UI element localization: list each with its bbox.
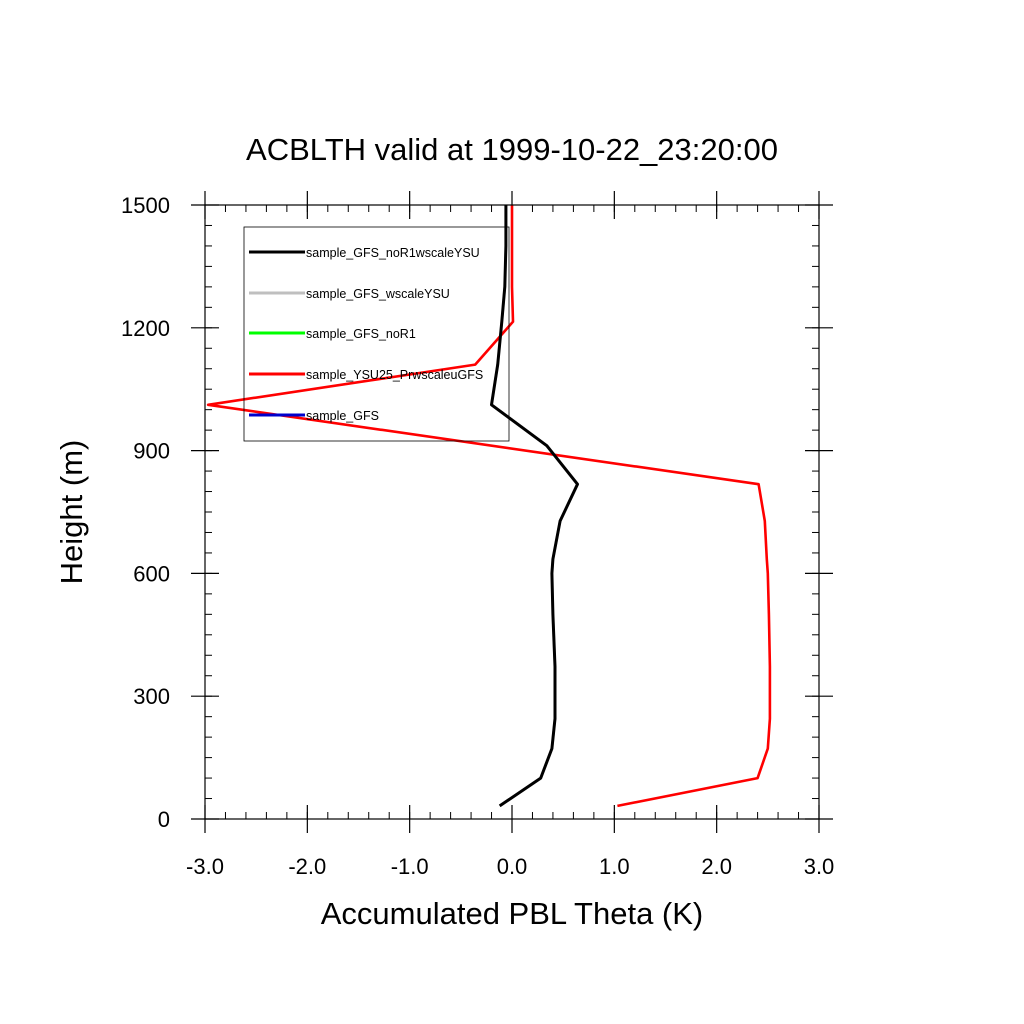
y-tick-label: 1200 — [121, 316, 170, 341]
legend-label: sample_GFS_wscaleYSU — [306, 287, 450, 301]
x-tick-label: -2.0 — [288, 854, 326, 879]
x-tick-label: 0.0 — [497, 854, 528, 879]
y-tick-label: 600 — [133, 561, 170, 586]
legend: sample_GFS_noR1wscaleYSU sample_GFS_wscal… — [243, 226, 510, 442]
legend-label: sample_GFS_noR1 — [306, 327, 416, 341]
x-tick-label: 2.0 — [701, 854, 732, 879]
x-tick-labels: -3.0 -2.0 -1.0 0.0 1.0 2.0 3.0 — [186, 854, 834, 879]
x-tick-label: 1.0 — [599, 854, 630, 879]
y-tick-label: 0 — [158, 807, 170, 832]
series-line-4 — [206, 205, 772, 808]
x-axis-title: Accumulated PBL Theta (K) — [321, 896, 704, 931]
legend-label: sample_YSU25_PrwscaleuGFS — [306, 368, 483, 382]
x-tick-label: -3.0 — [186, 854, 224, 879]
y-axis-title: Height (m) — [54, 440, 89, 585]
chart-title: ACBLTH valid at 1999-10-22_23:20:00 — [246, 132, 778, 167]
legend-label: sample_GFS_noR1wscaleYSU — [306, 246, 480, 260]
y-tick-labels: 0 300 600 900 1200 1500 — [121, 193, 170, 832]
plot-lines — [206, 205, 772, 808]
legend-label: sample_GFS — [306, 409, 379, 423]
y-tick-label: 300 — [133, 684, 170, 709]
x-tick-label: -1.0 — [391, 854, 429, 879]
y-tick-label: 900 — [133, 439, 170, 464]
legend-items: sample_GFS_noR1wscaleYSU sample_GFS_wscal… — [249, 246, 483, 423]
series-line-1 — [490, 205, 579, 808]
x-tick-label: 3.0 — [804, 854, 835, 879]
plot-frame — [204, 204, 820, 820]
y-tick-label: 1500 — [121, 193, 170, 218]
legend-box — [243, 226, 510, 442]
